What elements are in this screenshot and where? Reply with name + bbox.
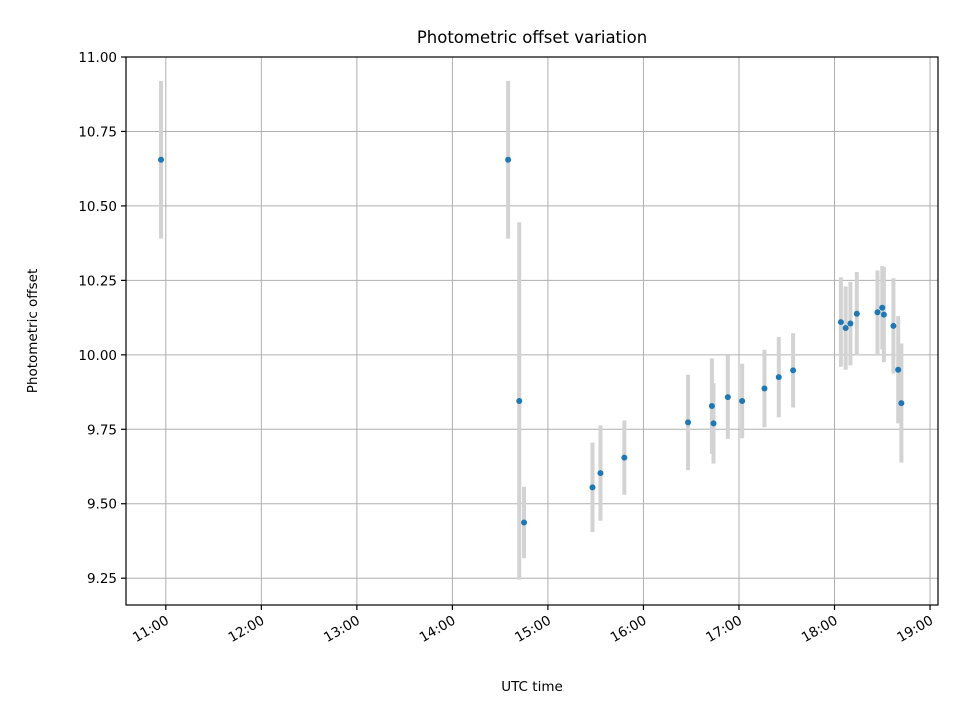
x-axis-label: UTC time [501,679,563,695]
y-tick-label: 9.75 [87,422,117,438]
x-tick-label: 15:00 [512,613,554,646]
data-point [895,366,902,373]
x-tick-label: 11:00 [130,613,172,646]
y-tick-label: 10.00 [78,348,117,364]
chart-title: Photometric offset variation [417,28,647,47]
y-tick-label: 10.50 [78,199,117,215]
data-point [710,420,717,427]
data-point [874,309,881,316]
data-point [597,470,604,477]
x-tick-label: 13:00 [321,613,363,646]
y-tick-label: 9.25 [87,571,117,587]
point-layer [158,156,905,526]
data-point [685,419,692,426]
x-tick-label: 17:00 [703,613,745,646]
y-tick-label: 10.75 [78,124,117,140]
y-axis-label: Photometric offset [25,269,41,393]
y-tick-label: 11.00 [78,50,117,66]
data-point [790,367,797,374]
x-tick-label: 14:00 [417,613,459,646]
y-tick-label: 10.25 [78,273,117,289]
data-point [708,403,715,410]
data-point [847,320,854,327]
data-point [589,484,596,491]
data-point [739,397,746,404]
x-tick-label: 19:00 [894,613,936,646]
data-point [853,310,860,317]
data-point [521,519,528,526]
errorbar-layer [159,80,904,580]
data-point [724,394,731,401]
data-point [837,319,844,326]
data-point [516,397,523,404]
data-point [842,325,849,332]
plot-frame [125,56,939,606]
data-point [879,304,886,311]
data-point [898,400,905,407]
grid-layer [126,56,938,605]
data-point [505,156,512,163]
x-tick-label: 16:00 [608,613,650,646]
data-point [761,385,768,392]
data-point [775,374,782,381]
data-point [890,322,897,329]
data-point [880,311,887,318]
x-tick-label: 18:00 [799,613,841,646]
data-point [158,156,165,163]
x-tick-label: 12:00 [226,613,268,646]
data-point [621,454,628,461]
y-tick-label: 9.50 [87,497,117,513]
